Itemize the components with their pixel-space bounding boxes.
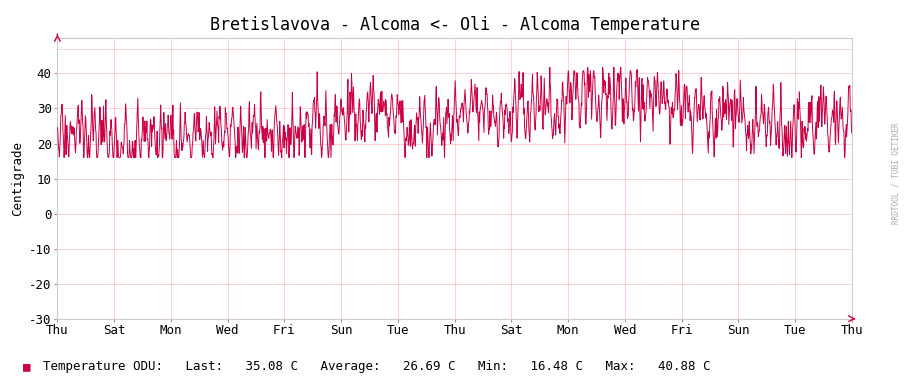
- Y-axis label: Centigrade: Centigrade: [11, 141, 24, 216]
- Text: Temperature ODU:   Last:   35.08 C   Average:   26.69 C   Min:   16.48 C   Max: : Temperature ODU: Last: 35.08 C Average: …: [43, 360, 711, 373]
- Text: ■: ■: [23, 360, 30, 373]
- Text: RRDTOOL / TOBI OETIKER: RRDTOOL / TOBI OETIKER: [891, 122, 900, 223]
- Title: Bretislavova - Alcoma <- Oli - Alcoma Temperature: Bretislavova - Alcoma <- Oli - Alcoma Te…: [210, 16, 700, 34]
